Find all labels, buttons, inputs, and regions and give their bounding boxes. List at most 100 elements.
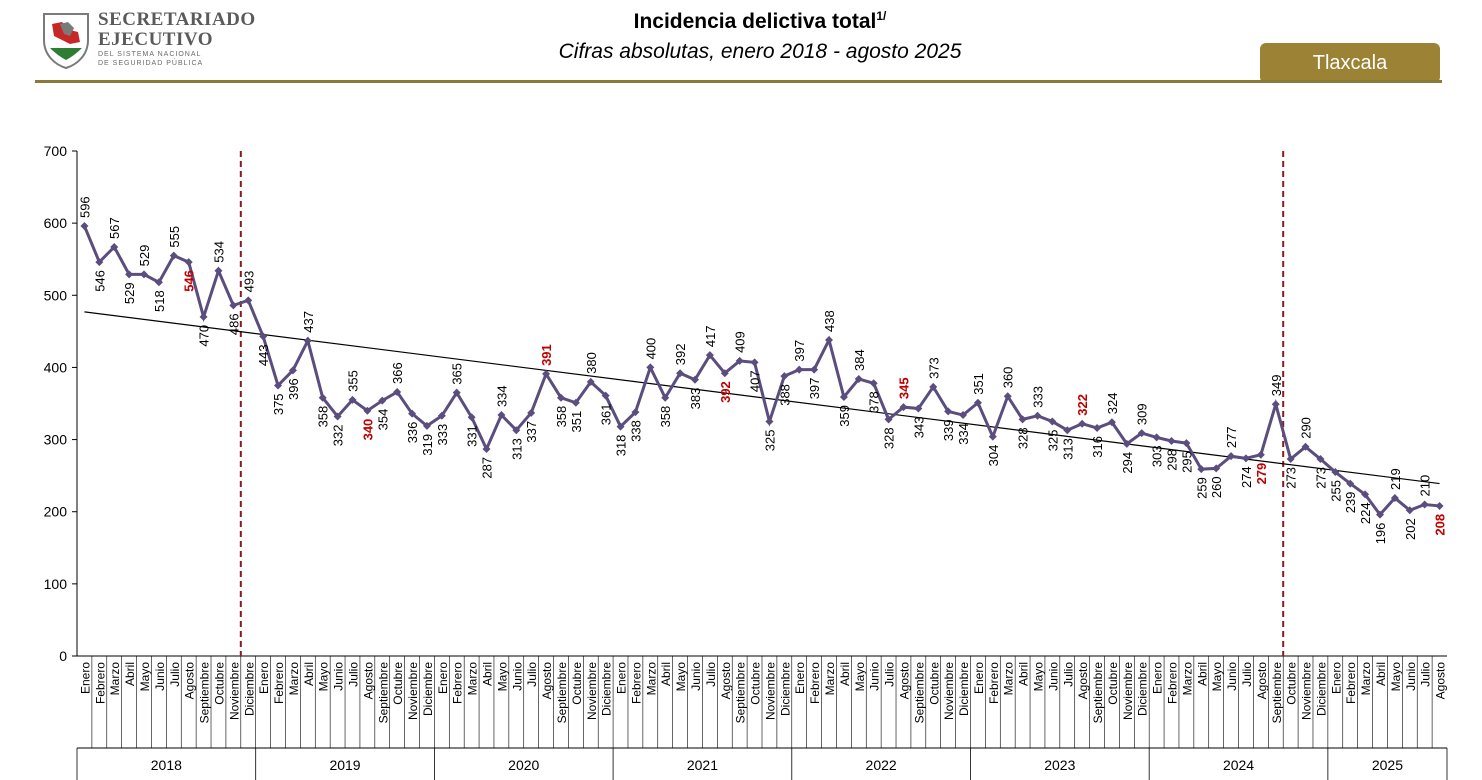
data-label: 407 <box>748 370 763 392</box>
data-label: 546 <box>182 270 197 292</box>
data-point-marker <box>586 377 595 386</box>
month-label: Junio <box>510 662 524 691</box>
data-label: 529 <box>122 282 137 304</box>
month-label: Marzo <box>1359 662 1373 696</box>
data-point-marker <box>1003 392 1012 401</box>
data-label: 316 <box>1090 436 1105 458</box>
month-label: Abril <box>1374 662 1388 686</box>
month-label: Junio <box>1404 662 1418 691</box>
month-label: Junio <box>689 662 703 691</box>
data-point-marker <box>720 369 729 378</box>
data-point-marker <box>1256 450 1265 459</box>
data-label: 358 <box>658 406 673 428</box>
y-tick-label: 500 <box>44 287 68 303</box>
data-label: 486 <box>226 313 241 335</box>
month-label: Agosto <box>1434 662 1448 700</box>
month-label: Octubre <box>749 662 763 705</box>
month-label: Marzo <box>1180 662 1194 696</box>
data-label: 294 <box>1120 452 1135 474</box>
data-label: 388 <box>777 384 792 406</box>
data-label: 336 <box>405 422 420 444</box>
data-point-marker <box>348 395 357 404</box>
month-label: Octubre <box>212 662 226 705</box>
month-label: Mayo <box>317 662 331 692</box>
data-point-marker <box>408 409 417 418</box>
data-point-marker <box>810 365 819 374</box>
data-label: 343 <box>911 417 926 439</box>
data-label: 555 <box>167 226 182 248</box>
data-label: 373 <box>926 357 941 379</box>
year-label: 2024 <box>1223 757 1254 773</box>
data-label: 409 <box>733 331 748 353</box>
data-label: 340 <box>360 419 375 441</box>
data-label: 337 <box>524 421 539 443</box>
data-point-marker <box>422 421 431 430</box>
data-label: 325 <box>1045 430 1060 452</box>
data-point-marker <box>1241 454 1250 463</box>
header-divider <box>35 80 1442 83</box>
month-label: Septiembre <box>198 662 212 724</box>
data-label: 567 <box>107 217 122 239</box>
data-label: 287 <box>480 457 495 479</box>
data-point-marker <box>199 312 208 321</box>
data-label: 318 <box>614 435 629 457</box>
data-label: 224 <box>1358 502 1373 524</box>
data-point-marker <box>482 444 491 453</box>
data-point-marker <box>393 387 402 396</box>
data-label: 279 <box>1254 463 1269 485</box>
month-label: Enero <box>615 662 629 694</box>
month-label: Octubre <box>1106 662 1120 705</box>
state-badge: Tlaxcala <box>1260 43 1440 83</box>
year-label: 2018 <box>151 757 182 773</box>
month-label: Mayo <box>495 662 509 692</box>
month-label: Marzo <box>1002 662 1016 696</box>
month-label: Septiembre <box>555 662 569 724</box>
data-point-marker <box>229 301 238 310</box>
month-label: Diciembre <box>242 662 256 716</box>
data-point-marker <box>512 426 521 435</box>
data-point-marker <box>899 403 908 412</box>
data-label: 332 <box>331 424 346 446</box>
month-label: Enero <box>436 662 450 694</box>
y-tick-label: 200 <box>44 504 68 520</box>
data-point-marker <box>1078 419 1087 428</box>
year-label: 2020 <box>508 757 539 773</box>
month-label: Marzo <box>108 662 122 696</box>
data-label: 239 <box>1343 492 1358 514</box>
data-point-marker <box>1107 418 1116 427</box>
month-label: Junio <box>1225 662 1239 691</box>
year-label: 2022 <box>866 757 897 773</box>
month-label: Febrero <box>987 662 1001 704</box>
data-point-marker <box>1346 479 1355 488</box>
data-point-marker <box>214 266 223 275</box>
data-label: 354 <box>375 409 390 431</box>
year-label: 2023 <box>1044 757 1075 773</box>
data-label: 438 <box>822 310 837 332</box>
data-label: 360 <box>1001 367 1016 389</box>
data-point-marker <box>1271 400 1280 409</box>
data-label: 196 <box>1373 523 1388 545</box>
data-point-marker <box>542 369 551 378</box>
month-label: Noviembre <box>763 662 777 720</box>
data-label: 260 <box>1209 476 1224 498</box>
month-label: Agosto <box>361 662 375 700</box>
data-label: 351 <box>971 373 986 395</box>
data-label: 338 <box>628 420 643 442</box>
data-label: 202 <box>1403 518 1418 540</box>
month-label: Febrero <box>1344 662 1358 704</box>
data-label: 529 <box>137 245 152 267</box>
data-label: 309 <box>1135 403 1150 425</box>
month-label: Mayo <box>853 662 867 692</box>
data-point-marker <box>1405 506 1414 515</box>
month-label: Julio <box>704 662 718 687</box>
month-label: Febrero <box>451 662 465 704</box>
month-label: Septiembre <box>734 662 748 724</box>
data-point-marker <box>467 413 476 422</box>
month-label: Diciembre <box>957 662 971 716</box>
data-point-marker <box>154 278 163 287</box>
month-label: Noviembre <box>406 662 420 720</box>
data-label: 339 <box>941 419 956 441</box>
month-label: Marzo <box>823 662 837 696</box>
data-point-marker <box>169 251 178 260</box>
month-label: Julio <box>1240 662 1254 687</box>
